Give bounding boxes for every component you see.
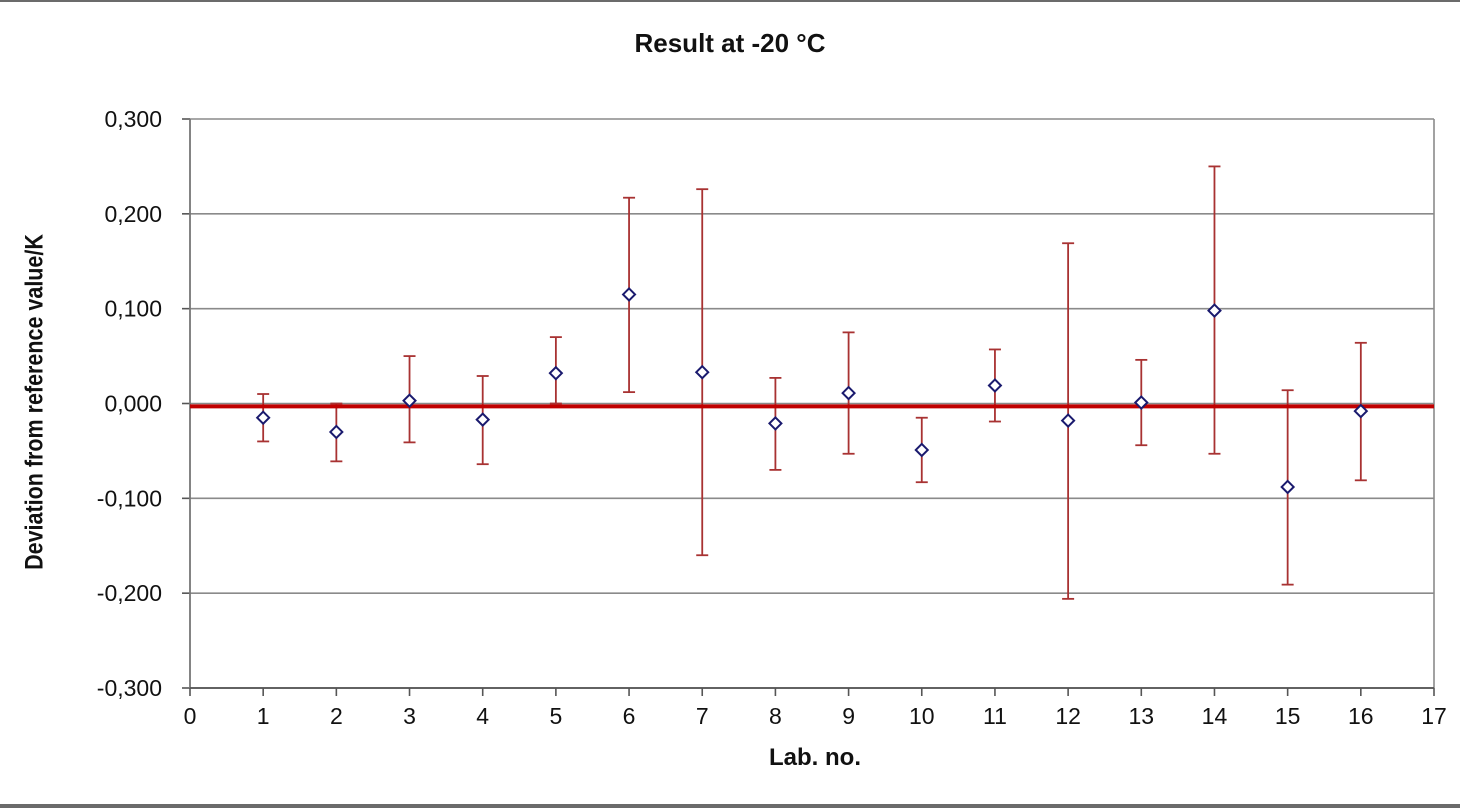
x-tick-label: 9 <box>842 703 855 729</box>
data-point <box>402 393 417 409</box>
y-tick-label: 0,100 <box>104 296 162 322</box>
x-tick-label: 2 <box>330 703 343 729</box>
x-axis-label: Lab. no. <box>769 744 861 771</box>
x-tick-label: 3 <box>403 703 416 729</box>
y-tick-label: -0,200 <box>97 580 162 606</box>
x-tick-label: 10 <box>909 703 935 729</box>
x-tick-label: 12 <box>1055 703 1081 729</box>
x-tick-label: 4 <box>476 703 489 729</box>
y-tick-label: 0,200 <box>104 201 162 227</box>
data-point <box>548 365 564 381</box>
data-point <box>987 378 1003 393</box>
data-point <box>694 364 710 380</box>
y-tick-label: -0,300 <box>97 675 162 701</box>
x-tick-label: 5 <box>549 703 562 729</box>
x-tick-label: 8 <box>769 703 782 729</box>
y-tick-label: 0,300 <box>104 106 162 132</box>
x-tick-label: 11 <box>983 703 1007 729</box>
chart-title: Result at -20 °C <box>634 28 826 58</box>
data-point <box>328 424 344 440</box>
x-tick-label: 13 <box>1128 703 1154 729</box>
data-point <box>255 410 271 426</box>
x-tick-label: 14 <box>1202 703 1228 729</box>
x-tick-label: 0 <box>184 703 197 729</box>
data-point <box>475 412 491 428</box>
x-tick-label: 1 <box>257 703 270 729</box>
y-tick-label: 0,000 <box>104 391 162 417</box>
x-tick-label: 15 <box>1275 703 1301 729</box>
y-tick-label: -0,100 <box>97 485 162 511</box>
x-tick-label: 16 <box>1348 703 1374 729</box>
data-point <box>767 416 783 431</box>
data-point <box>1207 303 1222 318</box>
data-point <box>1060 413 1076 428</box>
x-tick-label: 17 <box>1421 703 1447 729</box>
x-tick-label: 6 <box>623 703 636 729</box>
data-point <box>1133 395 1149 410</box>
data-point <box>841 385 857 401</box>
data-point <box>621 287 637 302</box>
data-point <box>1353 403 1369 419</box>
x-tick-label: 7 <box>696 703 709 729</box>
data-point <box>914 442 930 458</box>
data-point <box>1280 479 1296 495</box>
